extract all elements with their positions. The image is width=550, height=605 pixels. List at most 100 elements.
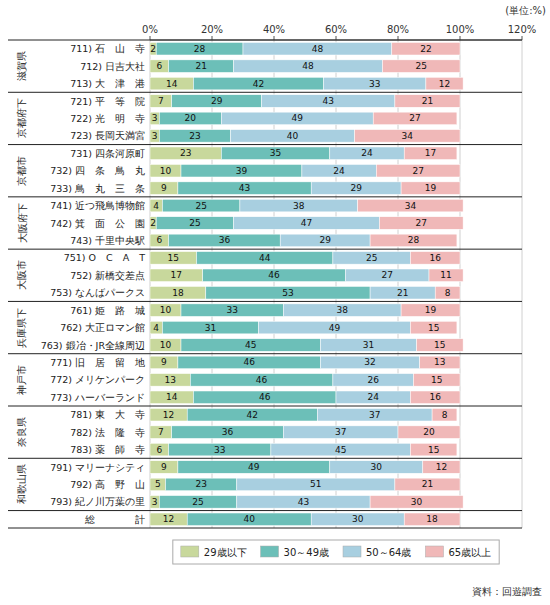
category-label: 742) 箕 面 公 園 [50, 218, 145, 229]
group-label: 大阪市 [17, 260, 28, 290]
data-label: 3 [152, 131, 158, 141]
data-label: 46 [243, 357, 255, 367]
bar-segment [150, 356, 178, 369]
data-label: 34 [405, 201, 417, 211]
bar-segment [321, 356, 420, 369]
bar-segment [150, 199, 162, 212]
tick-mark [336, 36, 337, 40]
bar-segment [370, 234, 457, 247]
data-label: 46 [268, 270, 280, 280]
x-axis: 0%20%40%60%80%100%120% [142, 24, 536, 528]
tick-mark [460, 36, 461, 40]
axis-label: (単位:%) [505, 5, 546, 16]
bar-segment [166, 478, 237, 491]
bar-segment [420, 356, 460, 369]
bar-segment [181, 339, 321, 352]
data-label: 37 [369, 410, 380, 420]
separator [8, 144, 522, 145]
chart: 0%20%40%60%80%100%120%(単位:%)228482262148… [0, 0, 550, 605]
bar-segment [150, 77, 193, 90]
bar-segment [237, 496, 370, 509]
bar-segment [311, 182, 401, 195]
bar-segment [150, 217, 156, 230]
tick-label: 20% [201, 24, 223, 35]
bar-segment [370, 496, 463, 509]
data-label: 21 [422, 96, 433, 106]
bar-segment [262, 95, 395, 108]
bar-segment [150, 391, 193, 404]
bar-segment [172, 95, 262, 108]
data-label: 51 [310, 479, 321, 489]
bar-segment [150, 513, 187, 526]
bar-segment [150, 461, 178, 474]
bar-segment [373, 112, 457, 125]
bar-segment [156, 217, 234, 230]
bar-segment [401, 182, 460, 195]
data-label: 37 [335, 427, 346, 437]
data-label: 6 [156, 235, 162, 245]
bar-segment [259, 321, 411, 334]
bar-segment [203, 269, 346, 282]
data-label: 48 [302, 61, 314, 71]
data-label: 15 [434, 340, 445, 350]
category-label: 741) 近つ飛鳥博物館 [50, 200, 145, 211]
data-label: 14 [166, 79, 178, 89]
separator [8, 92, 522, 93]
bar-segment [435, 286, 460, 299]
category-label: 761) 姫 路 城 [70, 305, 145, 316]
category-label: 753) なんばパークス [50, 287, 145, 298]
category-label: 732) 四 条 鳥 丸 [50, 165, 145, 176]
data-label: 19 [425, 183, 437, 193]
bar-segment [330, 461, 423, 474]
bars [150, 42, 463, 525]
data-label: 6 [156, 445, 162, 455]
category-label: 711) 石 山 寺 [70, 43, 145, 54]
data-label: 27 [381, 270, 392, 280]
separator [8, 458, 522, 459]
bar-segment [370, 286, 435, 299]
data-label: 34 [402, 131, 414, 141]
data-label: 49 [248, 462, 260, 472]
data-label: 23 [189, 131, 200, 141]
data-label: 12 [163, 514, 174, 524]
group-label: 神戸市 [17, 365, 28, 395]
category-label: 743) 千里中央駅 [70, 235, 145, 246]
legend-swatch [261, 546, 279, 557]
bar-segment [150, 269, 203, 282]
data-label: 13 [164, 375, 175, 385]
data-label: 19 [425, 305, 437, 315]
bar-segment [150, 339, 181, 352]
data-label: 5 [155, 479, 161, 489]
category-label: 762) 大正ロマン館 [60, 322, 145, 333]
data-label: 40 [243, 514, 255, 524]
category-label: 763) 鍛冶・JR全線周辺 [41, 340, 145, 351]
data-label: 38 [293, 201, 305, 211]
data-label: 8 [445, 288, 451, 298]
bar-segment [193, 77, 323, 90]
data-label: 47 [301, 218, 312, 228]
data-label: 6 [156, 61, 162, 71]
data-label: 17 [171, 270, 182, 280]
data-label: 46 [256, 375, 268, 385]
bar-segment [169, 60, 234, 73]
data-label: 45 [335, 445, 346, 455]
category-label: 791) マリーナシティ [50, 462, 145, 473]
data-label: 31 [363, 340, 374, 350]
data-label: 44 [259, 253, 271, 263]
group-label: 京都府下 [17, 98, 28, 138]
bar-segment [150, 304, 181, 317]
bar-segment [333, 374, 414, 387]
data-label: 49 [292, 113, 304, 123]
data-label: 33 [214, 445, 225, 455]
tick-label: 0% [142, 24, 158, 35]
data-label: 33 [226, 305, 237, 315]
bar-segment [395, 478, 460, 491]
data-label: 49 [329, 323, 341, 333]
bar-segment [324, 77, 426, 90]
bar-segment [432, 408, 457, 421]
legend-swatch [425, 546, 443, 557]
data-label: 15 [168, 253, 179, 263]
bar-segment [150, 130, 159, 143]
data-label: 27 [416, 218, 427, 228]
data-label: 21 [195, 61, 206, 71]
